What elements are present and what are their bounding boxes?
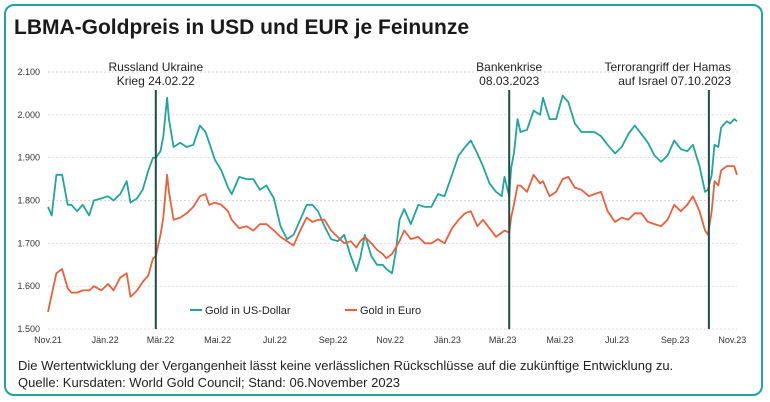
y-tick-label: 1.600 — [17, 281, 40, 291]
chart-title: LBMA-Goldpreis in USD und EUR je Feinunz… — [14, 16, 470, 39]
x-tick-label: Mär.22 — [147, 335, 175, 345]
x-tick-label: Jul.23 — [605, 335, 629, 345]
event-label-line2: auf Israel 07.10.2023 — [618, 74, 731, 88]
grid-lines — [48, 71, 737, 330]
x-tick-label: Sep.22 — [319, 335, 348, 345]
y-tick-label: 1.900 — [17, 153, 40, 163]
x-tick-label: Nov.22 — [376, 335, 404, 345]
y-tick-label: 1.800 — [17, 196, 40, 206]
series-line-eur — [47, 165, 738, 313]
series-line-usd — [47, 94, 738, 275]
event-label-line1: Terrorangriff der Hamas — [605, 60, 732, 74]
x-tick-label: Nov.21 — [34, 335, 62, 345]
event-label-line1: Russland Ukraine — [108, 60, 203, 74]
disclaimer-text: Die Wertentwicklung der Vergangenheit lä… — [18, 358, 674, 373]
x-tick-label: Mär.23 — [489, 335, 517, 345]
event-label-line1: Bankenkrise — [476, 60, 542, 74]
x-tick-label: Jul.22 — [263, 335, 287, 345]
x-tick-label: Jän.23 — [434, 335, 461, 345]
legend-label: Gold in Euro — [360, 305, 421, 317]
x-tick-label: Sep.23 — [661, 335, 690, 345]
x-tick-label: Jän.22 — [92, 335, 119, 345]
y-axis-ticks: 1.500 1.600 1.700 1.800 1.900 2.000 2.100 — [17, 67, 40, 334]
y-tick-label: 2.100 — [17, 67, 40, 77]
source-text: Quelle: Kursdaten: World Gold Council; S… — [18, 375, 401, 390]
x-axis-ticks: Nov.21 Jän.22 Mär.22 Mai.22 Jul.22 Sep.22 Nov.… — [34, 335, 746, 345]
x-tick-label: Mai.22 — [204, 335, 231, 345]
legend: Gold in US-Dollar Gold in Euro — [190, 305, 421, 317]
y-tick-label: 2.000 — [17, 110, 40, 120]
event-label-line2: 08.03.2023 — [479, 74, 539, 88]
y-tick-label: 1.700 — [17, 238, 40, 248]
legend-label: Gold in US-Dollar — [205, 305, 291, 317]
event-label-line2: Krieg 24.02.22 — [117, 74, 195, 88]
x-tick-label: Nov.23 — [718, 335, 746, 345]
y-tick-label: 1.500 — [17, 324, 40, 334]
x-tick-label: Mai.23 — [546, 335, 573, 345]
series-lines — [47, 94, 738, 313]
